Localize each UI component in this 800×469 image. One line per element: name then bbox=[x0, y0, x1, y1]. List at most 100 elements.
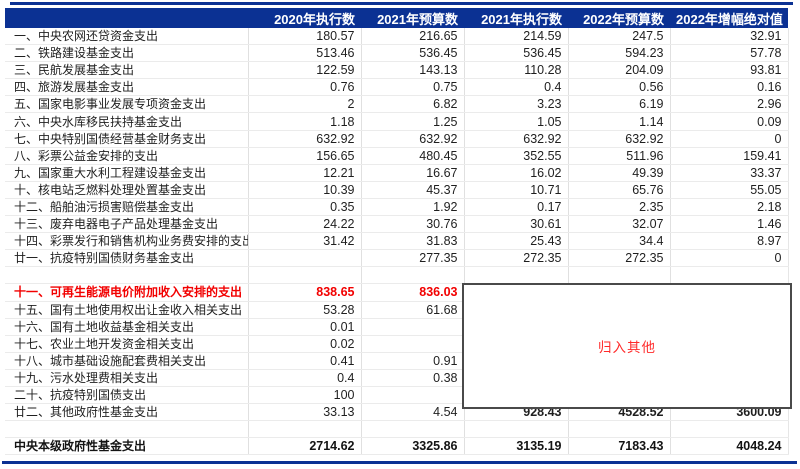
table-row: 廿一、抗疫特别国债财务基金支出 277.35 272.35 272.35 0 bbox=[5, 249, 789, 268]
header-cell-2022-delta: 2022年增幅绝对值 bbox=[670, 8, 788, 28]
table-row: 三、民航发展基金支出 122.59 143.13 110.28 204.09 93.81 bbox=[5, 61, 789, 80]
value-cell: 1.46 bbox=[670, 215, 789, 234]
annotation-text: 归入其他 bbox=[598, 340, 656, 355]
value-cell: 49.39 bbox=[568, 164, 671, 182]
value-cell: 45.37 bbox=[361, 181, 465, 199]
value-cell bbox=[248, 266, 362, 285]
value-cell bbox=[361, 420, 465, 439]
spacer-row bbox=[5, 266, 789, 285]
value-cell bbox=[248, 420, 362, 439]
value-cell: 594.23 bbox=[568, 44, 671, 63]
row-label: 十一、可再生能源电价附加收入安排的支出 bbox=[5, 283, 249, 302]
row-label: 十六、国有土地收益基金相关支出 bbox=[5, 318, 249, 336]
value-cell: 216.65 bbox=[361, 28, 465, 46]
row-label: 二、铁路建设基金支出 bbox=[5, 44, 249, 63]
value-cell: 31.42 bbox=[248, 232, 362, 251]
value-cell: 480.45 bbox=[361, 147, 465, 165]
table-row: 十二、船舶油污损害赔偿基金支出 0.35 1.92 0.17 2.35 2.18 bbox=[5, 198, 789, 217]
value-cell: 272.35 bbox=[464, 249, 569, 268]
value-cell: 16.67 bbox=[361, 164, 465, 182]
value-cell bbox=[464, 266, 569, 285]
value-cell: 2.18 bbox=[670, 198, 789, 217]
value-cell: 836.03 bbox=[361, 283, 465, 302]
value-cell: 272.35 bbox=[568, 249, 671, 268]
spacer-row bbox=[5, 420, 789, 439]
value-cell: 3135.19 bbox=[464, 437, 569, 456]
value-cell: 110.28 bbox=[464, 61, 569, 80]
value-cell: 1.25 bbox=[361, 112, 465, 131]
value-cell: 93.81 bbox=[670, 61, 789, 80]
value-cell: 2714.62 bbox=[248, 437, 362, 456]
value-cell: 2.35 bbox=[568, 198, 671, 217]
value-cell: 34.4 bbox=[568, 232, 671, 251]
value-cell: 143.13 bbox=[361, 61, 465, 80]
value-cell: 1.92 bbox=[361, 198, 465, 217]
row-label: 十四、彩票发行和销售机构业务费安排的支出 bbox=[5, 232, 249, 251]
value-cell: 32.91 bbox=[670, 28, 789, 46]
value-cell: 156.65 bbox=[248, 147, 362, 165]
value-cell: 4.54 bbox=[361, 403, 465, 422]
value-cell: 33.37 bbox=[670, 164, 789, 182]
value-cell: 8.97 bbox=[670, 232, 789, 251]
row-label: 七、中央特别国债经营基金财务支出 bbox=[5, 130, 249, 148]
row-label: 十八、城市基础设施配套费相关支出 bbox=[5, 352, 249, 370]
row-label: 十二、船舶油污损害赔偿基金支出 bbox=[5, 198, 249, 217]
table-row: 二、铁路建设基金支出 513.46 536.45 536.45 594.23 57.78 bbox=[5, 44, 789, 63]
value-cell: 214.59 bbox=[464, 28, 569, 46]
value-cell: 632.92 bbox=[361, 130, 465, 148]
value-cell: 55.05 bbox=[670, 181, 789, 199]
value-cell: 0.01 bbox=[248, 318, 362, 336]
table-row: 八、彩票公益金安排的支出 156.65 480.45 352.55 511.96 159.… bbox=[5, 147, 789, 165]
value-cell: 6.82 bbox=[361, 95, 465, 114]
value-cell: 3325.86 bbox=[361, 437, 465, 456]
table-row: 七、中央特别国债经营基金财务支出 632.92 632.92 632.92 632.92… bbox=[5, 130, 789, 148]
value-cell: 100 bbox=[248, 386, 362, 405]
table-row: 四、旅游发展基金支出 0.76 0.75 0.4 0.56 0.16 bbox=[5, 78, 789, 97]
value-cell: 1.18 bbox=[248, 112, 362, 131]
value-cell: 31.83 bbox=[361, 232, 465, 251]
value-cell: 536.45 bbox=[464, 44, 569, 63]
table-body: 一、中央农网还贷资金支出 180.57 216.65 214.59 247.5 32.91… bbox=[5, 28, 789, 456]
value-cell: 0.4 bbox=[464, 78, 569, 97]
header-cell-2020-exec: 2020年执行数 bbox=[248, 8, 361, 28]
row-label: 四、旅游发展基金支出 bbox=[5, 78, 249, 97]
value-cell bbox=[361, 335, 465, 353]
table-row: 五、国家电影事业发展专项资金支出 2 6.82 3.23 6.19 2.96 bbox=[5, 95, 789, 114]
value-cell: 0 bbox=[670, 130, 789, 148]
table-row: 十四、彩票发行和销售机构业务费安排的支出 31.42 31.83 25.43 34.4 8… bbox=[5, 232, 789, 251]
total-row: 中央本级政府性基金支出 2714.62 3325.86 3135.19 7183.43 4… bbox=[5, 437, 789, 456]
value-cell: 247.5 bbox=[568, 28, 671, 46]
value-cell: 838.65 bbox=[248, 283, 362, 302]
value-cell: 2 bbox=[248, 95, 362, 114]
value-cell: 33.13 bbox=[248, 403, 362, 422]
value-cell: 30.61 bbox=[464, 215, 569, 234]
row-label: 十七、农业土地开发资金相关支出 bbox=[5, 335, 249, 353]
value-cell: 0.41 bbox=[248, 352, 362, 370]
table-row: 十三、废弃电器电子产品处理基金支出 24.22 30.76 30.61 32.07 1.4… bbox=[5, 215, 789, 234]
value-cell: 57.78 bbox=[670, 44, 789, 63]
value-cell: 122.59 bbox=[248, 61, 362, 80]
value-cell: 0.16 bbox=[670, 78, 789, 97]
header-cell-2021-exec: 2021年执行数 bbox=[464, 8, 568, 28]
value-cell: 0.35 bbox=[248, 198, 362, 217]
row-label: 十三、废弃电器电子产品处理基金支出 bbox=[5, 215, 249, 234]
row-label: 中央本级政府性基金支出 bbox=[5, 437, 249, 456]
value-cell: 277.35 bbox=[361, 249, 465, 268]
budget-table: 2020年执行数 2021年预算数 2021年执行数 2022年预算数 2022… bbox=[5, 8, 789, 456]
table-row: 六、中央水库移民扶持基金支出 1.18 1.25 1.05 1.14 0.09 bbox=[5, 112, 789, 131]
value-cell: 0.56 bbox=[568, 78, 671, 97]
value-cell: 6.19 bbox=[568, 95, 671, 114]
value-cell: 536.45 bbox=[361, 44, 465, 63]
row-label: 十九、污水处理费相关支出 bbox=[5, 369, 249, 387]
bottom-border-line bbox=[2, 461, 797, 464]
value-cell: 0.02 bbox=[248, 335, 362, 353]
value-cell: 0.76 bbox=[248, 78, 362, 97]
value-cell: 0.17 bbox=[464, 198, 569, 217]
value-cell: 10.71 bbox=[464, 181, 569, 199]
row-label bbox=[5, 266, 249, 285]
value-cell: 25.43 bbox=[464, 232, 569, 251]
value-cell: 10.39 bbox=[248, 181, 362, 199]
value-cell: 632.92 bbox=[568, 130, 671, 148]
row-label: 廿一、抗疫特别国债财务基金支出 bbox=[5, 249, 249, 268]
value-cell bbox=[361, 266, 465, 285]
